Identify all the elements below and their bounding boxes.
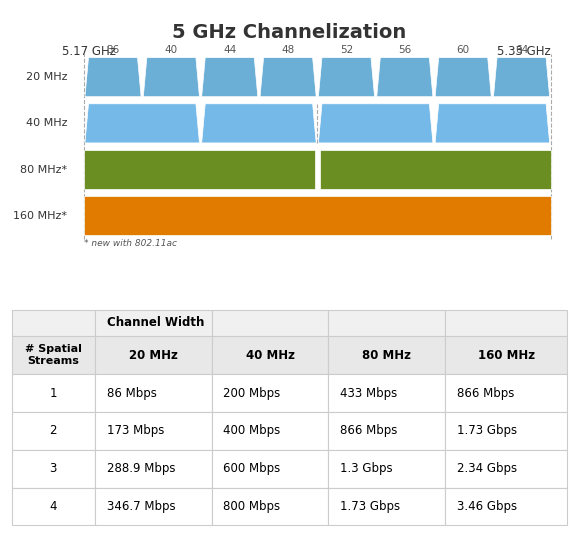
Text: 5.33 GHz: 5.33 GHz (497, 44, 551, 57)
Polygon shape (201, 104, 316, 143)
Polygon shape (435, 57, 491, 96)
Text: 52: 52 (340, 45, 353, 55)
Text: * new with 802.11ac: * new with 802.11ac (84, 240, 177, 248)
Text: 160 MHz*: 160 MHz* (13, 211, 67, 221)
Polygon shape (435, 104, 549, 143)
Polygon shape (493, 57, 549, 96)
Text: 80 MHz*: 80 MHz* (20, 165, 67, 175)
Text: 36: 36 (107, 45, 120, 55)
FancyBboxPatch shape (84, 150, 315, 189)
Polygon shape (260, 57, 316, 96)
Polygon shape (85, 104, 199, 143)
Text: 40 MHz: 40 MHz (25, 118, 67, 128)
Text: 5 GHz Channelization: 5 GHz Channelization (173, 23, 406, 42)
Polygon shape (377, 57, 433, 96)
Text: 60: 60 (457, 45, 470, 55)
Polygon shape (144, 57, 199, 96)
FancyBboxPatch shape (320, 150, 551, 189)
Text: 40: 40 (165, 45, 178, 55)
Polygon shape (85, 57, 141, 96)
Text: 5.17 GHz: 5.17 GHz (61, 44, 116, 57)
Polygon shape (318, 104, 433, 143)
Text: 48: 48 (281, 45, 295, 55)
Polygon shape (318, 57, 375, 96)
Text: 44: 44 (223, 45, 236, 55)
Text: 56: 56 (398, 45, 412, 55)
Polygon shape (201, 57, 258, 96)
Text: 64: 64 (515, 45, 528, 55)
FancyBboxPatch shape (84, 196, 551, 235)
Text: 20 MHz: 20 MHz (25, 72, 67, 82)
